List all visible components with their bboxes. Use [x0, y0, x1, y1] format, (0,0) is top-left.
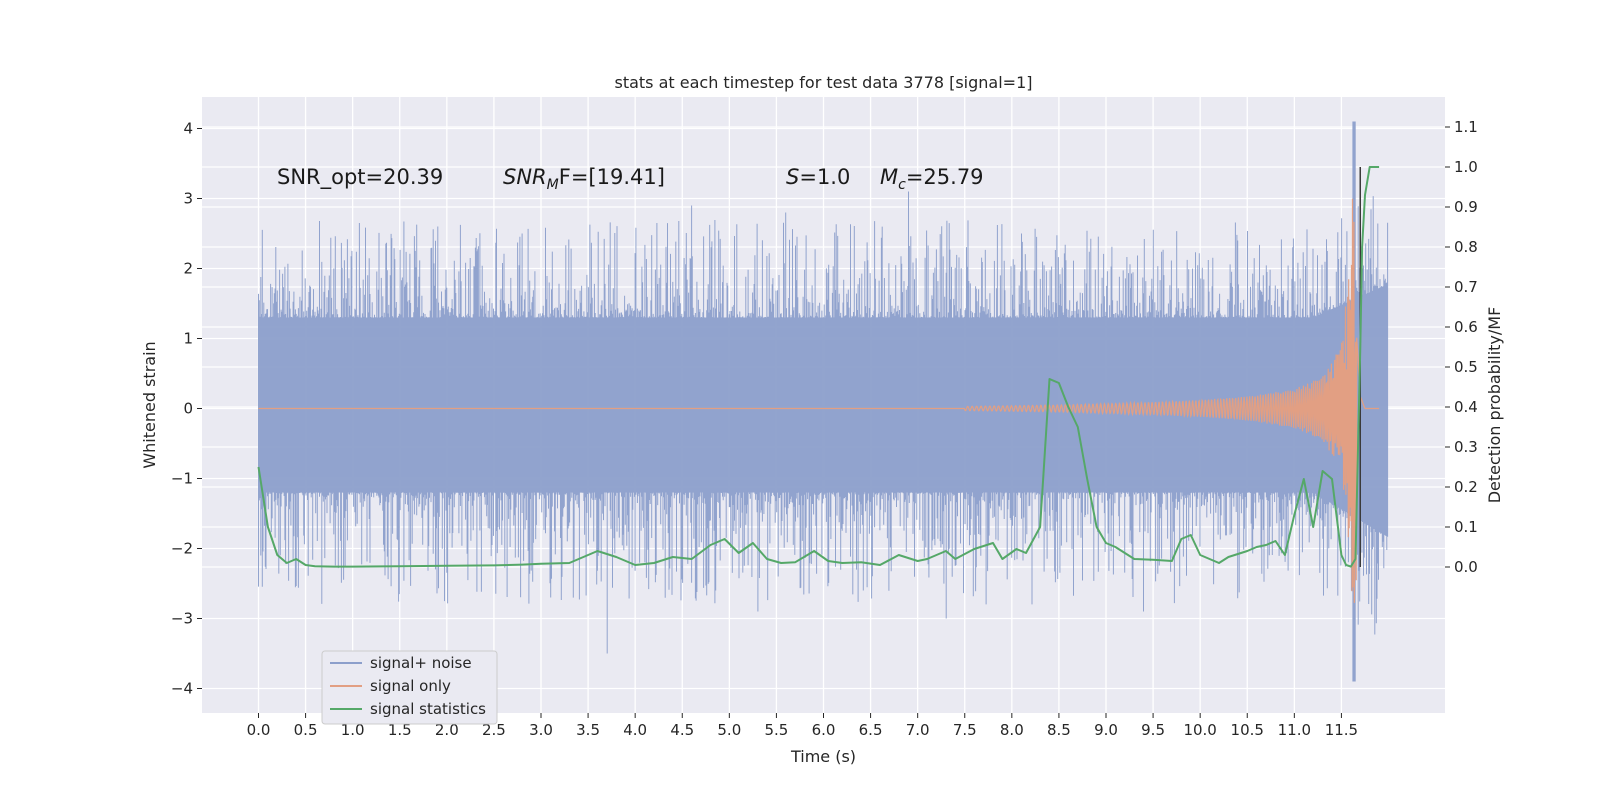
- y-tick-label: −3: [171, 610, 193, 628]
- mc-symbol: M: [880, 165, 898, 189]
- x-tick-label: 0.5: [294, 721, 318, 739]
- x-tick-label: 7.5: [953, 721, 977, 739]
- y2-tick-label: 0.5: [1454, 358, 1478, 376]
- y-axis-left-ticks: −4 −3 −2 −1 0 1 2 3 4: [171, 120, 202, 698]
- x-tick-label: 2.0: [435, 721, 459, 739]
- x-tick-label: 9.5: [1141, 721, 1165, 739]
- y-tick-label: 4: [183, 120, 193, 138]
- y-tick-label: −2: [171, 540, 193, 558]
- mc-subscript: c: [898, 177, 906, 193]
- y2-tick-label: 0.1: [1454, 518, 1478, 536]
- y2-tick-label: 0.2: [1454, 478, 1478, 496]
- x-tick-label: 10.0: [1183, 721, 1216, 739]
- legend-label-stats: signal statistics: [370, 700, 486, 718]
- y2-tick-label: 1.0: [1454, 158, 1478, 176]
- x-tick-label: 11.5: [1325, 721, 1358, 739]
- statistics-trace: [257, 166, 1380, 568]
- x-tick-label: 5.0: [717, 721, 741, 739]
- legend: signal+ noise signal only signal statist…: [321, 650, 498, 725]
- x-tick-label: 10.5: [1231, 721, 1264, 739]
- snr-mf-subscript: M: [547, 177, 559, 193]
- x-tick-label: 2.5: [482, 721, 506, 739]
- x-tick-label: 8.5: [1047, 721, 1071, 739]
- y-axis-right-title: Detection probability/MF: [1485, 307, 1504, 504]
- mc-value: =25.79: [906, 165, 984, 189]
- annotation-snr-opt: SNR_opt=20.39: [277, 165, 443, 190]
- snr-mf-value: F=[19.41]: [559, 165, 665, 189]
- snr-mf-symbol: SNR: [503, 165, 547, 189]
- y-tick-label: 0: [183, 400, 193, 418]
- legend-label-signal: signal only: [370, 677, 451, 695]
- annotation-s: S=1.0: [786, 165, 850, 189]
- y-tick-label: −4: [171, 680, 193, 698]
- y-tick-label: 3: [183, 190, 193, 208]
- y2-tick-label: 0.6: [1454, 318, 1478, 336]
- series-signal-only: [258, 198, 1380, 603]
- s-value: =1.0: [799, 165, 850, 189]
- y2-tick-label: 0.3: [1454, 438, 1478, 456]
- x-tick-label: 4.0: [623, 721, 647, 739]
- y-axis-right-ticks: 0.0 0.1 0.2 0.3 0.4 0.5 0.6 0.7 0.8 0.9 1.0 1.1: [1445, 118, 1478, 576]
- x-tick-label: 5.5: [764, 721, 788, 739]
- x-tick-label: 9.0: [1094, 721, 1118, 739]
- legend-label-noise: signal+ noise: [370, 654, 472, 672]
- series-signal-statistics: [257, 166, 1380, 568]
- y-tick-label: 1: [183, 330, 193, 348]
- y-tick-label: −1: [171, 470, 193, 488]
- x-axis-title: Time (s): [790, 747, 856, 766]
- x-tick-label: 7.0: [906, 721, 930, 739]
- legend-box: [321, 650, 498, 725]
- y2-tick-label: 0.7: [1454, 278, 1478, 296]
- y-tick-label: 2: [183, 260, 193, 278]
- y2-tick-label: 0.8: [1454, 238, 1478, 256]
- x-tick-label: 6.0: [812, 721, 836, 739]
- y2-tick-label: 0.4: [1454, 398, 1478, 416]
- chart-title: stats at each timestep for test data 377…: [614, 73, 1032, 92]
- x-tick-label: 11.0: [1278, 721, 1311, 739]
- x-tick-label: 3.0: [529, 721, 553, 739]
- y2-tick-label: 0.0: [1454, 558, 1478, 576]
- annotation-snr-mf: SNRMF=[19.41]: [503, 165, 665, 193]
- x-tick-label: 6.5: [859, 721, 883, 739]
- x-tick-label: 4.5: [670, 721, 694, 739]
- signal-trace: [258, 198, 1380, 603]
- annotation-chirp-mass: Mc=25.79: [880, 165, 984, 193]
- x-tick-label: 0.0: [247, 721, 271, 739]
- s-symbol: S: [786, 165, 799, 189]
- y2-tick-label: 0.9: [1454, 198, 1478, 216]
- x-tick-label: 1.0: [341, 721, 365, 739]
- x-tick-label: 8.0: [1000, 721, 1024, 739]
- y-axis-left-title: Whitened strain: [140, 341, 159, 468]
- y2-tick-label: 1.1: [1454, 118, 1478, 136]
- x-axis-ticks: 0.0 0.5 1.0 1.5 2.0 2.5 3.0 3.5 4.0 4.5 5.0 5.5 6.0 6…: [247, 713, 1358, 739]
- x-tick-label: 1.5: [388, 721, 412, 739]
- x-tick-label: 3.5: [576, 721, 600, 739]
